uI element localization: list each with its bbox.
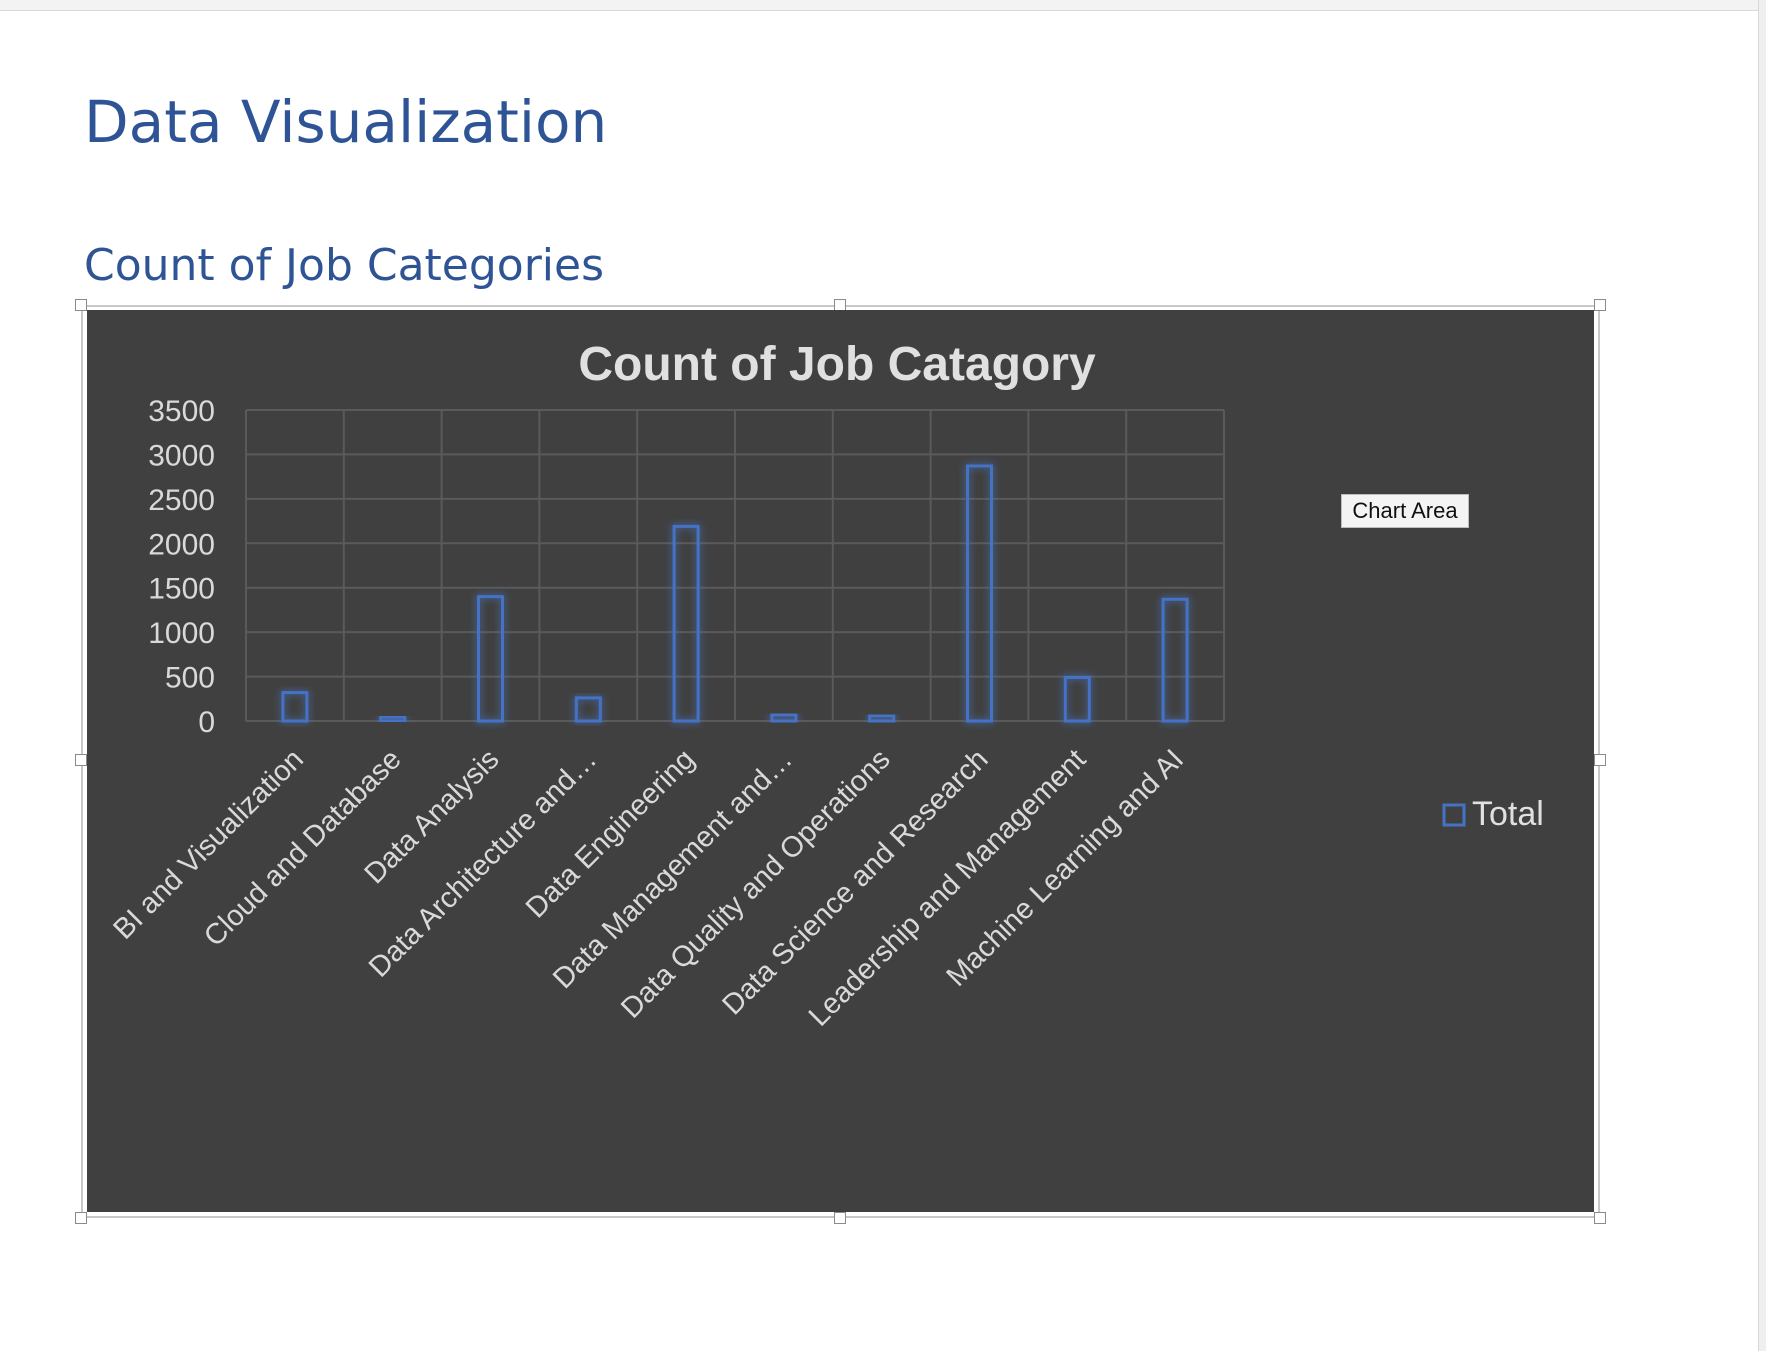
bar[interactable] bbox=[868, 714, 896, 723]
window-top-edge bbox=[0, 0, 1766, 11]
chart-title: Count of Job Catagory bbox=[578, 338, 1096, 391]
y-axis: 0 500 1000 1500 2000 2500 3000 3500 bbox=[148, 395, 215, 739]
gridlines bbox=[245, 409, 1225, 722]
bar[interactable] bbox=[281, 691, 309, 723]
y-tick-label: 2000 bbox=[148, 528, 215, 561]
document-heading-1: Data Visualization bbox=[84, 88, 608, 156]
bar[interactable] bbox=[477, 595, 504, 723]
resize-handle-middle-right[interactable] bbox=[1594, 754, 1606, 766]
bar[interactable] bbox=[966, 464, 993, 723]
y-tick-label: 1000 bbox=[148, 617, 215, 650]
resize-handle-bottom-right[interactable] bbox=[1594, 1212, 1606, 1224]
bar[interactable] bbox=[1161, 597, 1189, 723]
resize-handle-middle-left[interactable] bbox=[75, 754, 87, 766]
chart-background bbox=[87, 310, 1594, 1212]
bar[interactable] bbox=[1063, 675, 1091, 723]
y-tick-label: 2500 bbox=[148, 484, 215, 517]
bar[interactable] bbox=[672, 524, 700, 723]
resize-handle-bottom-middle[interactable] bbox=[834, 1212, 846, 1224]
document-heading-2: Count of Job Categories bbox=[84, 240, 605, 291]
resize-handle-bottom-left[interactable] bbox=[75, 1212, 87, 1224]
y-tick-label: 0 bbox=[198, 706, 215, 739]
resize-handle-top-right[interactable] bbox=[1594, 299, 1606, 311]
y-tick-label: 500 bbox=[165, 662, 215, 695]
legend-swatch-icon bbox=[1442, 803, 1466, 827]
chart-area[interactable]: Count of Job Catagory 0 500 1000 1500 2000 25… bbox=[87, 310, 1594, 1212]
y-tick-label: 1500 bbox=[148, 573, 215, 606]
bar[interactable] bbox=[379, 715, 407, 723]
page-scroll-edge[interactable] bbox=[1758, 0, 1766, 1351]
bar-series[interactable] bbox=[281, 464, 1189, 723]
bar[interactable] bbox=[574, 696, 602, 723]
chart-area-tooltip: Chart Area bbox=[1341, 494, 1469, 528]
bar[interactable] bbox=[770, 713, 798, 723]
legend[interactable]: Total bbox=[1442, 795, 1544, 833]
y-tick-label: 3000 bbox=[148, 439, 215, 472]
legend-label: Total bbox=[1472, 795, 1544, 833]
resize-handle-top-left[interactable] bbox=[75, 299, 87, 311]
y-tick-label: 3500 bbox=[148, 395, 215, 428]
